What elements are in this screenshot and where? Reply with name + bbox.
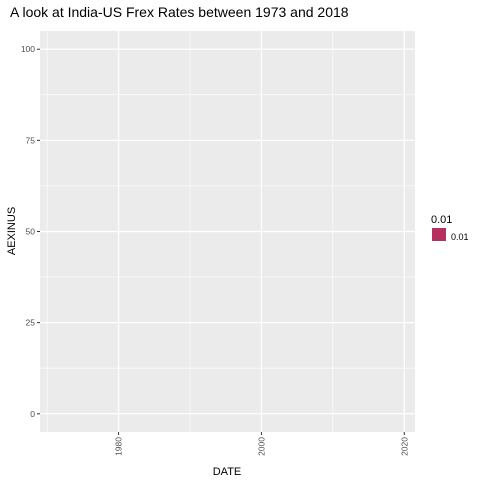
x-axis-title: DATE — [213, 466, 242, 478]
x-tick-label: 2000 — [256, 437, 266, 456]
y-axis: 0 25 50 75 100 — [21, 44, 40, 419]
x-tick-label: 1980 — [114, 437, 124, 456]
y-tick-label: 100 — [21, 44, 35, 54]
legend-key-swatch — [432, 228, 446, 241]
y-axis-title: AEXINUS — [6, 207, 18, 255]
legend-entry-label: 0.01 — [451, 232, 469, 242]
chart-title: A look at India-US Frex Rates between 19… — [10, 4, 349, 20]
legend: 0.01 0.01 — [431, 214, 469, 242]
x-axis: 1980 2000 2020 — [114, 432, 409, 456]
y-tick-label: 25 — [26, 318, 36, 328]
y-tick-label: 75 — [26, 135, 36, 145]
y-tick-label: 0 — [30, 409, 35, 419]
grid-major — [40, 31, 415, 432]
y-tick-label: 50 — [26, 227, 36, 237]
x-tick-label: 2020 — [399, 437, 409, 456]
legend-title: 0.01 — [431, 214, 452, 226]
